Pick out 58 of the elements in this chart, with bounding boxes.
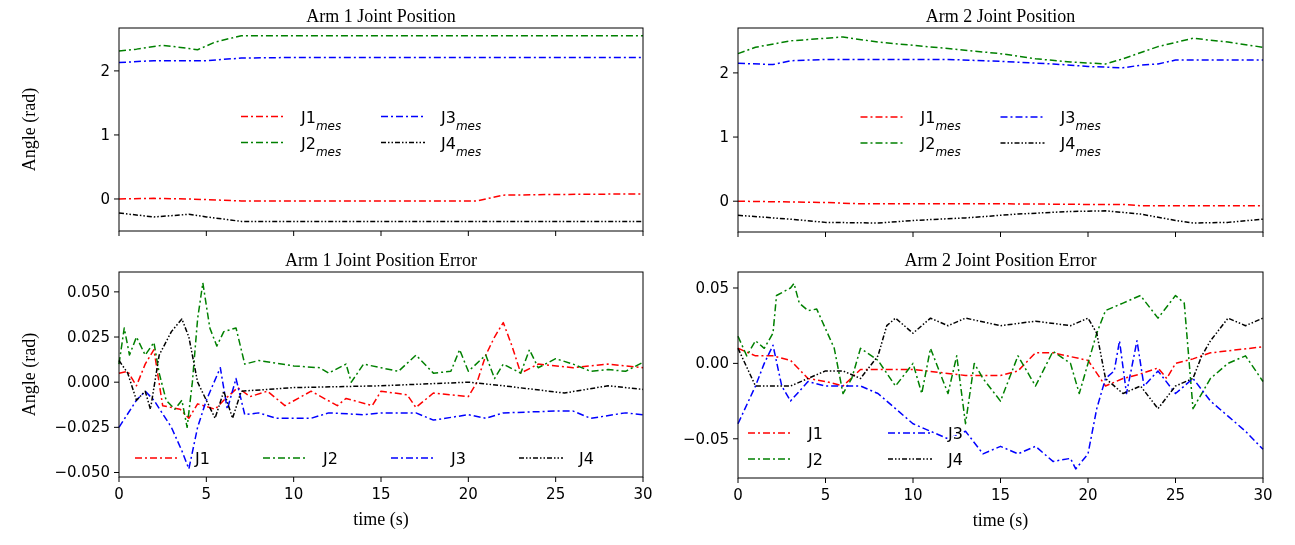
x-tick-label: 20 bbox=[458, 485, 478, 503]
y-tick-label: 0.05 bbox=[695, 278, 729, 297]
legend-label: J4$_{mes}$ bbox=[1059, 134, 1101, 159]
legend-label: J3 bbox=[450, 449, 466, 468]
x-axis-title: time (s) bbox=[353, 509, 409, 530]
y-axis-title: Angle (rad) bbox=[19, 332, 40, 417]
x-tick-label: 15 bbox=[990, 486, 1011, 504]
line-series bbox=[737, 36, 1264, 65]
chart-title: Arm 1 Joint Position bbox=[306, 6, 456, 26]
x-tick-label: 0 bbox=[733, 486, 743, 504]
y-tick-label: −0.025 bbox=[54, 418, 110, 437]
x-tick-label: 10 bbox=[903, 486, 923, 504]
y-tick-label: 2 bbox=[100, 61, 110, 80]
legend-label: J3$_{mes}$ bbox=[440, 107, 482, 133]
legend-label: J1$_{mes}$ bbox=[300, 107, 342, 133]
x-tick-label: 0 bbox=[114, 485, 124, 503]
y-tick-label: 0.025 bbox=[67, 328, 110, 347]
y-tick-label: 1 bbox=[719, 128, 729, 147]
legend-label: J4 bbox=[578, 449, 594, 468]
x-axis-title: time (s) bbox=[972, 510, 1029, 531]
legend-label: J1 bbox=[807, 424, 823, 443]
line-series bbox=[737, 346, 1264, 387]
legend-label: J2 bbox=[807, 450, 823, 469]
y-tick-label: −0.050 bbox=[54, 463, 110, 482]
y-tick-label: −0.05 bbox=[683, 429, 729, 448]
y-tick-label: 0.050 bbox=[67, 282, 110, 301]
x-tick-label: 10 bbox=[284, 485, 304, 503]
legend-label: J3$_{mes}$ bbox=[1059, 108, 1101, 133]
line-series bbox=[118, 366, 644, 470]
x-tick-label: 25 bbox=[1165, 486, 1186, 504]
y-tick-label: 0.00 bbox=[695, 354, 729, 373]
y-tick-label: 2 bbox=[719, 63, 729, 82]
legend-label: J4$_{mes}$ bbox=[440, 133, 482, 159]
legend-label: J2$_{mes}$ bbox=[919, 134, 961, 159]
x-tick-label: 30 bbox=[633, 485, 653, 503]
x-tick-label: 5 bbox=[820, 486, 831, 504]
line-series bbox=[118, 282, 644, 429]
line-series bbox=[737, 340, 1264, 470]
x-tick-label: 5 bbox=[201, 485, 212, 503]
chart-title: Arm 2 Joint Position Error bbox=[904, 250, 1097, 270]
chart-title: Arm 1 Joint Position Error bbox=[285, 250, 477, 270]
y-tick-label: 0.000 bbox=[67, 373, 110, 392]
x-tick-label: 25 bbox=[546, 485, 566, 503]
x-tick-label: 30 bbox=[1253, 486, 1273, 504]
x-tick-label: 15 bbox=[371, 485, 391, 503]
legend-label: J1$_{mes}$ bbox=[919, 108, 961, 133]
y-tick-label: 0 bbox=[719, 192, 729, 211]
legend-label: J1 bbox=[194, 449, 210, 468]
legend-label: J2$_{mes}$ bbox=[300, 133, 342, 159]
legend-label: J4 bbox=[947, 450, 963, 469]
y-tick-label: 0 bbox=[100, 189, 110, 208]
y-axis-title: Angle (rad) bbox=[19, 87, 40, 172]
y-tick-label: 1 bbox=[100, 125, 110, 144]
line-series bbox=[118, 34, 644, 52]
legend-label: J2 bbox=[322, 449, 338, 468]
chart-title: Arm 2 Joint Position bbox=[925, 6, 1076, 26]
line-series bbox=[737, 282, 1264, 425]
x-tick-label: 20 bbox=[1078, 486, 1098, 504]
